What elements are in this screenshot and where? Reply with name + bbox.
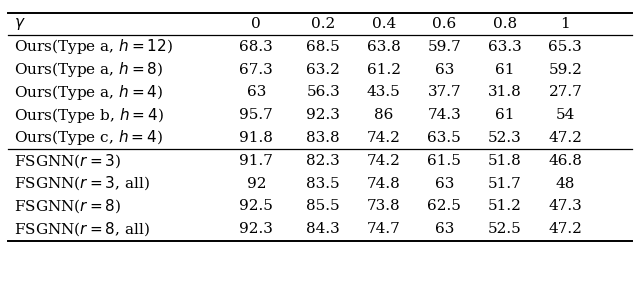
Text: 82.3: 82.3	[307, 154, 340, 168]
Text: 67.3: 67.3	[239, 63, 273, 76]
Text: 85.5: 85.5	[307, 200, 340, 214]
Text: $\gamma$: $\gamma$	[14, 16, 26, 32]
Text: 0.4: 0.4	[372, 17, 396, 31]
Text: 59.2: 59.2	[548, 63, 582, 76]
Text: 61: 61	[495, 63, 515, 76]
Text: 61.2: 61.2	[367, 63, 401, 76]
Text: 63.2: 63.2	[307, 63, 340, 76]
Text: 37.7: 37.7	[428, 85, 461, 99]
Text: 92: 92	[246, 177, 266, 191]
Text: 59.7: 59.7	[428, 40, 461, 54]
Text: 68.5: 68.5	[307, 40, 340, 54]
Text: 95.7: 95.7	[239, 108, 273, 122]
Text: 56.3: 56.3	[307, 85, 340, 99]
Text: 43.5: 43.5	[367, 85, 401, 99]
Text: 0.2: 0.2	[311, 17, 335, 31]
Text: Ours(Type a, $h = 8$): Ours(Type a, $h = 8$)	[14, 60, 164, 79]
Text: 1: 1	[561, 17, 570, 31]
Text: 91.8: 91.8	[239, 131, 273, 145]
Text: 83.5: 83.5	[307, 177, 340, 191]
Text: 47.2: 47.2	[548, 131, 582, 145]
Text: 63: 63	[435, 63, 454, 76]
Text: 92.3: 92.3	[239, 222, 273, 236]
Text: FSGNN($r = 8$): FSGNN($r = 8$)	[14, 198, 122, 215]
Text: 83.8: 83.8	[307, 131, 340, 145]
Text: Ours(Type a, $h = 12$): Ours(Type a, $h = 12$)	[14, 37, 173, 56]
Text: 51.2: 51.2	[488, 200, 522, 214]
Text: 91.7: 91.7	[239, 154, 273, 168]
Text: 27.7: 27.7	[548, 85, 582, 99]
Text: 63.3: 63.3	[488, 40, 522, 54]
Text: 47.2: 47.2	[548, 222, 582, 236]
Text: 63: 63	[246, 85, 266, 99]
Text: 74.2: 74.2	[367, 154, 401, 168]
Text: FSGNN($r = 3$, all): FSGNN($r = 3$, all)	[14, 175, 150, 192]
Text: 68.3: 68.3	[239, 40, 273, 54]
Text: Ours(Type b, $h = 4$): Ours(Type b, $h = 4$)	[14, 106, 164, 125]
Text: 51.7: 51.7	[488, 177, 522, 191]
Text: Ours(Type c, $h = 4$): Ours(Type c, $h = 4$)	[14, 128, 163, 148]
Text: FSGNN($r = 3$): FSGNN($r = 3$)	[14, 152, 122, 170]
Text: 92.5: 92.5	[239, 200, 273, 214]
Text: 62.5: 62.5	[428, 200, 461, 214]
Text: 84.3: 84.3	[307, 222, 340, 236]
Text: 86: 86	[374, 108, 394, 122]
Text: 61: 61	[495, 108, 515, 122]
Text: 65.3: 65.3	[548, 40, 582, 54]
Text: 73.8: 73.8	[367, 200, 401, 214]
Text: 63.8: 63.8	[367, 40, 401, 54]
Text: 52.3: 52.3	[488, 131, 522, 145]
Text: 54: 54	[556, 108, 575, 122]
Text: 0.8: 0.8	[493, 17, 517, 31]
Text: 0: 0	[252, 17, 261, 31]
Text: 51.8: 51.8	[488, 154, 522, 168]
Text: 92.3: 92.3	[307, 108, 340, 122]
Text: 63: 63	[435, 177, 454, 191]
Text: 74.7: 74.7	[367, 222, 401, 236]
Text: 63: 63	[435, 222, 454, 236]
Text: 47.3: 47.3	[548, 200, 582, 214]
Text: Ours(Type a, $h = 4$): Ours(Type a, $h = 4$)	[14, 83, 164, 102]
Text: 63.5: 63.5	[428, 131, 461, 145]
Text: 31.8: 31.8	[488, 85, 522, 99]
Text: 48: 48	[556, 177, 575, 191]
Text: 74.3: 74.3	[428, 108, 461, 122]
Text: 46.8: 46.8	[548, 154, 582, 168]
Text: 61.5: 61.5	[428, 154, 461, 168]
Text: 74.2: 74.2	[367, 131, 401, 145]
Text: FSGNN($r = 8$, all): FSGNN($r = 8$, all)	[14, 220, 150, 238]
Text: 74.8: 74.8	[367, 177, 401, 191]
Text: 0.6: 0.6	[432, 17, 456, 31]
Text: 52.5: 52.5	[488, 222, 522, 236]
